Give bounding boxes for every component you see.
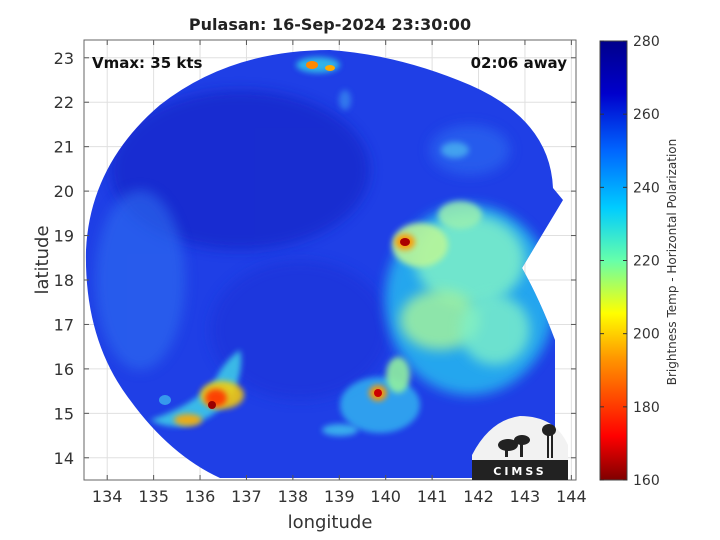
y-tick-label: 20 — [54, 182, 74, 201]
colorbar-tick-label: 160 — [633, 473, 660, 489]
swath-image — [85, 50, 564, 478]
x-tick-label: 143 — [510, 487, 541, 506]
colorbar-tick-label: 260 — [633, 107, 660, 123]
colorbar-tick-label: 280 — [633, 34, 660, 50]
x-axis-label: longitude — [288, 512, 373, 533]
chart-title: Pulasan: 16-Sep-2024 23:30:00 — [189, 15, 471, 34]
logo-text: CIMSS — [493, 465, 546, 478]
y-tick-label: 22 — [54, 93, 74, 112]
y-tick-label: 14 — [54, 449, 74, 468]
y-tick-label: 16 — [54, 360, 74, 379]
time-away-label: 02:06 away — [471, 54, 568, 72]
colorbar-ticks: 280 260 240 220 200 180 160 — [600, 34, 660, 489]
colorbar-tick-label: 200 — [633, 327, 660, 343]
y-tick-label: 15 — [54, 404, 74, 423]
x-tick-label: 141 — [417, 487, 448, 506]
x-tick-label: 142 — [463, 487, 494, 506]
colorbar-label: Brightness Temp - Horizontal Polarizatio… — [665, 139, 679, 386]
x-tick-label: 144 — [556, 487, 587, 506]
x-tick-label: 138 — [278, 487, 309, 506]
y-axis-label: latitude — [32, 225, 53, 294]
vmax-label: Vmax: 35 kts — [92, 54, 202, 72]
x-tick-label: 134 — [92, 487, 123, 506]
y-tick-label: 23 — [54, 49, 74, 68]
x-tick-label: 139 — [324, 487, 355, 506]
colorbar-tick-label: 240 — [633, 180, 660, 196]
x-tick-label: 136 — [185, 487, 216, 506]
colorbar-tick-label: 180 — [633, 400, 660, 416]
y-tick-label: 21 — [54, 138, 74, 157]
x-tick-label: 135 — [138, 487, 169, 506]
y-tick-label: 17 — [54, 315, 74, 334]
colorbar-tick-label: 220 — [633, 254, 660, 270]
x-tick-label: 137 — [231, 487, 262, 506]
colorbar — [599, 40, 628, 481]
cimss-logo: CIMSS — [472, 416, 568, 480]
y-tick-label: 18 — [54, 271, 74, 290]
y-tick-label: 19 — [54, 227, 74, 246]
x-tick-label: 140 — [370, 487, 401, 506]
tick-labels: 134 135 136 137 138 139 140 141 142 143 144 14 15 16 1… — [54, 49, 587, 506]
